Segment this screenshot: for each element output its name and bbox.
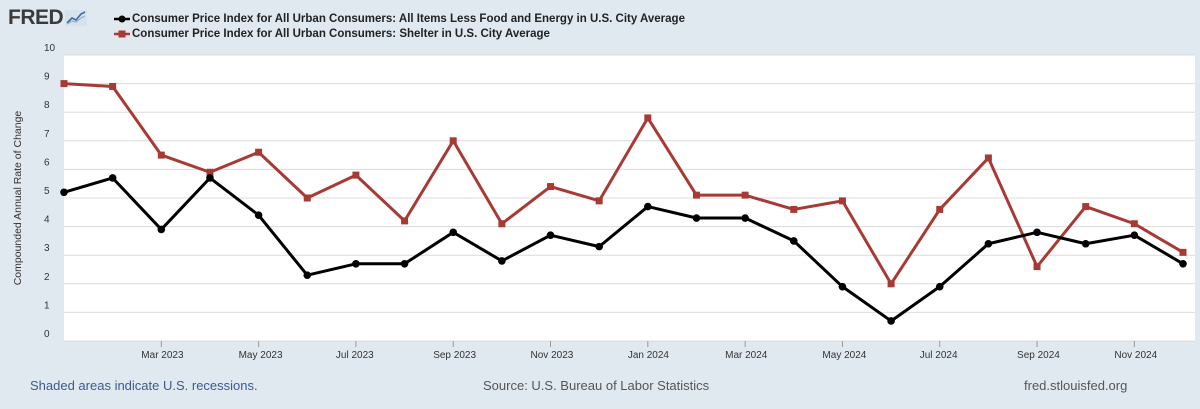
data-point-core-cpi — [887, 317, 895, 325]
data-point-core-cpi — [644, 202, 652, 211]
data-point-shelter — [255, 148, 263, 156]
series-line-core-cpi — [63, 176, 1184, 323]
data-point-core-cpi — [254, 211, 263, 219]
data-point-core-cpi — [1081, 239, 1090, 248]
fred-logo-text: FRED — [8, 6, 64, 29]
recession-note[interactable]: Shaded areas indicate U.S. recessions. — [30, 378, 258, 393]
data-point-core-cpi — [595, 242, 603, 251]
data-point-shelter — [401, 217, 409, 225]
y-tick-label: 1 — [44, 300, 50, 311]
data-point-core-cpi — [60, 188, 68, 197]
data-point-shelter — [303, 194, 311, 202]
legend-item-shelter[interactable]: Consumer Price Index for All Urban Consu… — [114, 26, 685, 41]
data-point-shelter — [60, 80, 68, 88]
data-point-shelter — [157, 151, 165, 159]
data-point-shelter — [352, 171, 360, 179]
data-point-shelter — [449, 137, 457, 145]
x-tick-label: Jan 2024 — [628, 350, 670, 361]
x-tick-label: Nov 2023 — [531, 350, 574, 361]
data-point-core-cpi — [206, 174, 214, 182]
data-point-core-cpi — [303, 271, 312, 280]
x-tick-label: Nov 2024 — [1114, 350, 1157, 361]
data-point-core-cpi — [1130, 231, 1139, 239]
y-tick-label: 7 — [44, 129, 50, 140]
data-point-shelter — [790, 205, 798, 213]
y-tick-label: 4 — [44, 215, 50, 226]
y-tick-label: 5 — [44, 186, 50, 197]
x-tick-label: May 2023 — [239, 350, 283, 361]
data-point-core-cpi — [935, 282, 944, 291]
data-point-core-cpi — [157, 225, 166, 234]
y-tick-label: 9 — [44, 72, 50, 83]
data-point-core-cpi — [838, 282, 847, 291]
y-tick-label: 0 — [44, 329, 50, 340]
data-point-shelter — [838, 197, 846, 205]
chart-legend: Consumer Price Index for All Urban Consu… — [114, 11, 685, 41]
data-point-shelter — [1179, 248, 1187, 256]
data-point-core-cpi — [352, 259, 360, 268]
data-point-shelter — [936, 205, 944, 213]
data-point-shelter — [595, 197, 603, 205]
data-point-core-cpi — [692, 214, 701, 222]
legend-key-shelter — [114, 30, 130, 37]
series-line-shelter — [63, 82, 1184, 286]
y-axis-title: Compounded Annual Rate of Change — [12, 111, 24, 286]
legend-key-core-cpi — [114, 15, 130, 22]
y-tick-label: 10 — [44, 43, 56, 54]
data-point-core-cpi — [108, 174, 117, 182]
trend-chart-icon — [65, 10, 88, 26]
x-tick-label: May 2024 — [822, 350, 866, 361]
data-point-core-cpi — [984, 239, 993, 248]
data-point-shelter — [692, 191, 700, 199]
data-point-core-cpi — [1033, 228, 1041, 237]
data-point-shelter — [1130, 220, 1138, 228]
y-tick-label: 8 — [44, 100, 50, 111]
data-point-shelter — [741, 191, 749, 199]
data-point-shelter — [984, 154, 992, 162]
data-point-core-cpi — [789, 237, 798, 245]
y-tick-label: 6 — [44, 157, 50, 168]
data-point-shelter — [547, 183, 555, 191]
data-point-shelter — [1033, 263, 1041, 271]
site-link[interactable]: fred.stlouisfed.org — [1024, 378, 1128, 393]
data-point-shelter — [1082, 203, 1090, 211]
legend-label-shelter: Consumer Price Index for All Urban Consu… — [132, 27, 550, 40]
legend-item-core-cpi[interactable]: Consumer Price Index for All Urban Consu… — [114, 11, 685, 26]
data-point-core-cpi — [1179, 259, 1187, 268]
x-tick-label: Jul 2024 — [920, 350, 958, 361]
data-point-core-cpi — [741, 214, 749, 222]
data-point-core-cpi — [498, 257, 506, 265]
data-point-shelter — [206, 168, 214, 176]
data-point-shelter — [109, 82, 117, 90]
x-tick-label: Jul 2023 — [336, 350, 374, 361]
source-note: Source: U.S. Bureau of Labor Statistics — [483, 378, 710, 393]
data-point-shelter — [644, 114, 652, 122]
data-point-core-cpi — [449, 228, 458, 237]
x-tick-label: Mar 2023 — [141, 350, 184, 361]
legend-label-core-cpi: Consumer Price Index for All Urban Consu… — [132, 12, 685, 25]
y-tick-label: 2 — [44, 272, 50, 283]
x-tick-label: Mar 2024 — [725, 350, 768, 361]
data-point-core-cpi — [546, 231, 555, 239]
data-point-shelter — [887, 280, 895, 288]
x-tick-label: Sep 2024 — [1017, 350, 1060, 361]
fred-logo: FRED — [8, 6, 88, 30]
data-point-shelter — [498, 220, 506, 228]
y-tick-label: 3 — [44, 243, 50, 254]
x-tick-label: Sep 2023 — [433, 350, 476, 361]
data-point-core-cpi — [400, 259, 409, 268]
